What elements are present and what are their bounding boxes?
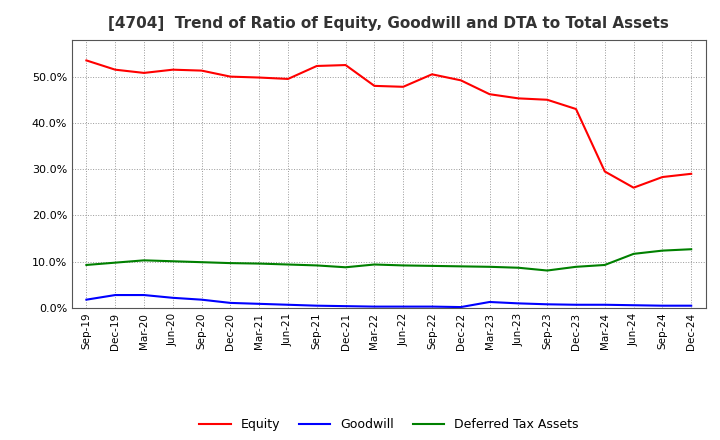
Equity (399, 84, 408, 89)
Equity (456, 78, 465, 83)
Deferred Tax Assets (370, 262, 379, 267)
Goodwill (284, 302, 292, 308)
Equity (255, 75, 264, 80)
Goodwill (312, 303, 321, 308)
Line: Goodwill: Goodwill (86, 295, 691, 307)
Deferred Tax Assets (168, 259, 177, 264)
Equity (687, 171, 696, 176)
Equity (514, 96, 523, 101)
Goodwill (197, 297, 206, 302)
Goodwill (600, 302, 609, 308)
Deferred Tax Assets (428, 263, 436, 268)
Equity (600, 169, 609, 174)
Goodwill (111, 293, 120, 298)
Equity (370, 83, 379, 88)
Equity (629, 185, 638, 191)
Goodwill (370, 304, 379, 309)
Deferred Tax Assets (514, 265, 523, 270)
Equity (284, 76, 292, 81)
Goodwill (168, 295, 177, 301)
Deferred Tax Assets (687, 246, 696, 252)
Goodwill (399, 304, 408, 309)
Deferred Tax Assets (255, 261, 264, 266)
Deferred Tax Assets (82, 262, 91, 268)
Deferred Tax Assets (629, 251, 638, 257)
Goodwill (226, 300, 235, 305)
Goodwill (341, 304, 350, 309)
Deferred Tax Assets (111, 260, 120, 265)
Line: Deferred Tax Assets: Deferred Tax Assets (86, 249, 691, 271)
Legend: Equity, Goodwill, Deferred Tax Assets: Equity, Goodwill, Deferred Tax Assets (194, 413, 583, 436)
Equity (226, 74, 235, 79)
Goodwill (428, 304, 436, 309)
Equity (572, 106, 580, 112)
Equity (485, 92, 494, 97)
Equity (658, 174, 667, 180)
Deferred Tax Assets (543, 268, 552, 273)
Goodwill (82, 297, 91, 302)
Goodwill (629, 303, 638, 308)
Deferred Tax Assets (658, 248, 667, 253)
Deferred Tax Assets (312, 263, 321, 268)
Equity (428, 72, 436, 77)
Equity (140, 70, 148, 76)
Deferred Tax Assets (226, 260, 235, 266)
Line: Equity: Equity (86, 60, 691, 188)
Equity (111, 67, 120, 72)
Equity (312, 63, 321, 69)
Equity (341, 62, 350, 68)
Deferred Tax Assets (572, 264, 580, 269)
Goodwill (456, 304, 465, 310)
Deferred Tax Assets (341, 264, 350, 270)
Deferred Tax Assets (485, 264, 494, 269)
Deferred Tax Assets (399, 263, 408, 268)
Goodwill (255, 301, 264, 307)
Goodwill (658, 303, 667, 308)
Deferred Tax Assets (197, 260, 206, 265)
Deferred Tax Assets (284, 262, 292, 267)
Equity (168, 67, 177, 72)
Goodwill (514, 301, 523, 306)
Equity (82, 58, 91, 63)
Deferred Tax Assets (456, 264, 465, 269)
Goodwill (572, 302, 580, 308)
Goodwill (140, 293, 148, 298)
Deferred Tax Assets (140, 258, 148, 263)
Equity (543, 97, 552, 103)
Equity (197, 68, 206, 73)
Goodwill (687, 303, 696, 308)
Goodwill (543, 302, 552, 307)
Deferred Tax Assets (600, 262, 609, 268)
Title: [4704]  Trend of Ratio of Equity, Goodwill and DTA to Total Assets: [4704] Trend of Ratio of Equity, Goodwil… (109, 16, 669, 32)
Goodwill (485, 299, 494, 304)
